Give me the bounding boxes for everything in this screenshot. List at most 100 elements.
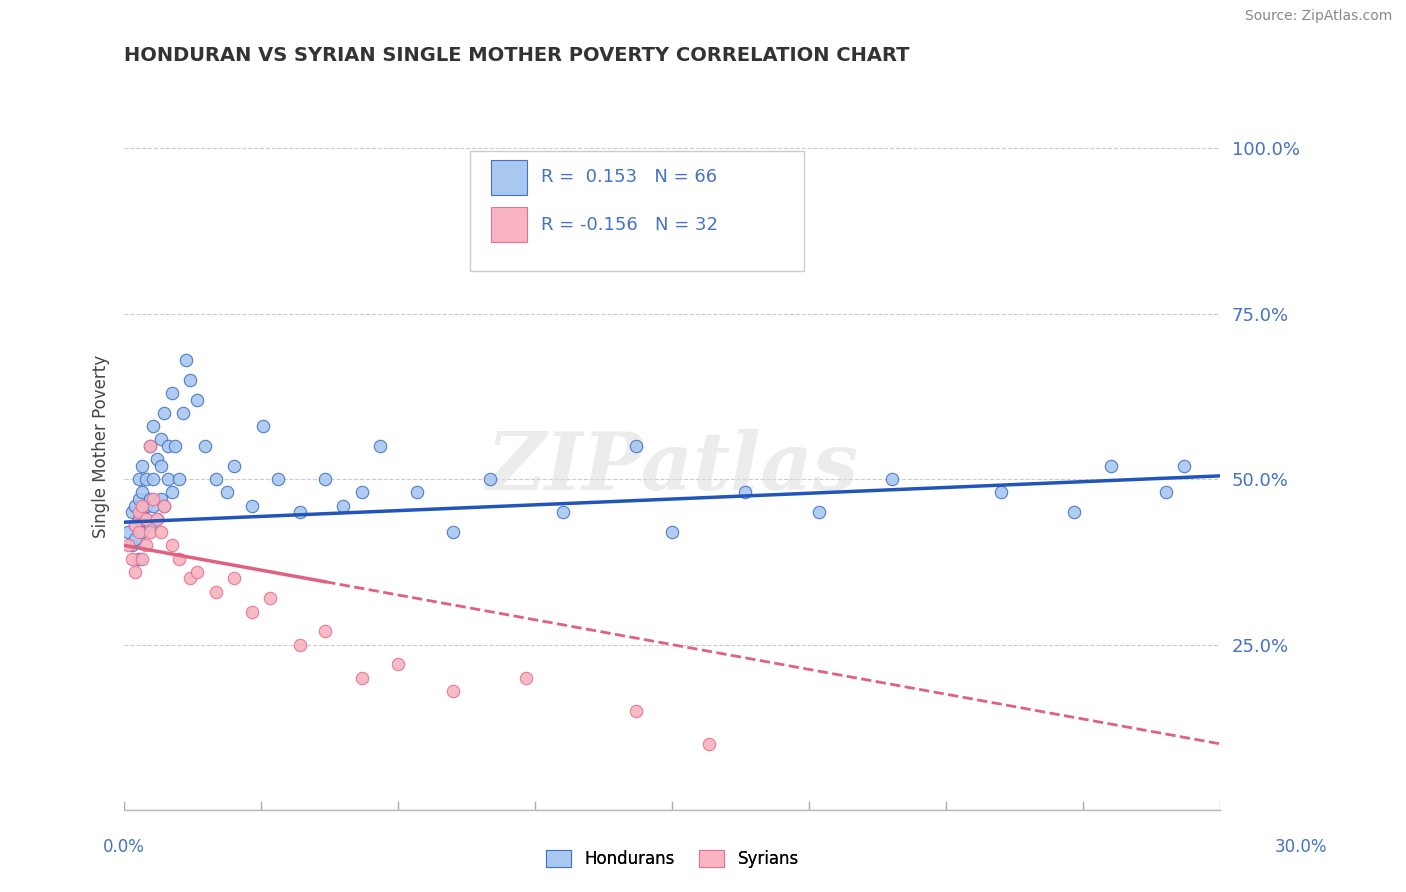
Point <box>128 525 150 540</box>
Point <box>131 551 153 566</box>
Point <box>288 505 311 519</box>
Point <box>146 512 169 526</box>
Point <box>204 584 226 599</box>
Text: Source: ZipAtlas.com: Source: ZipAtlas.com <box>1244 9 1392 23</box>
Point <box>149 525 172 540</box>
Point <box>240 499 263 513</box>
Point <box>259 591 281 606</box>
Y-axis label: Single Mother Poverty: Single Mother Poverty <box>93 354 110 538</box>
Point <box>124 532 146 546</box>
Point <box>176 353 198 368</box>
Point <box>441 684 464 698</box>
Point <box>160 485 183 500</box>
Legend: Hondurans, Syrians: Hondurans, Syrians <box>538 843 806 874</box>
Point <box>139 491 162 506</box>
Point <box>167 472 190 486</box>
Point <box>252 419 274 434</box>
Point <box>186 392 208 407</box>
Point <box>142 419 165 434</box>
Point <box>121 551 143 566</box>
Point <box>624 704 647 718</box>
Point <box>128 505 150 519</box>
Point <box>350 485 373 500</box>
Point <box>128 472 150 486</box>
Point <box>1063 505 1085 519</box>
FancyBboxPatch shape <box>470 152 804 271</box>
Point <box>350 671 373 685</box>
Point <box>153 499 176 513</box>
Point <box>515 671 537 685</box>
Point <box>179 373 201 387</box>
Point <box>314 624 336 639</box>
Point <box>124 565 146 579</box>
Point <box>135 512 157 526</box>
Point <box>139 525 162 540</box>
Point <box>139 439 162 453</box>
Point <box>131 458 153 473</box>
Point <box>135 538 157 552</box>
Point <box>153 406 176 420</box>
Text: R =  0.153   N = 66: R = 0.153 N = 66 <box>541 168 717 186</box>
Point <box>124 499 146 513</box>
Point <box>194 439 217 453</box>
Point <box>222 571 245 585</box>
Point <box>131 505 153 519</box>
Point <box>131 499 153 513</box>
Point <box>160 538 183 552</box>
Point <box>128 551 150 566</box>
Point <box>222 458 245 473</box>
Point <box>131 525 153 540</box>
Point <box>142 499 165 513</box>
Point <box>880 472 903 486</box>
Point <box>179 571 201 585</box>
Point <box>139 518 162 533</box>
Point <box>368 439 391 453</box>
Point <box>807 505 830 519</box>
Text: ZIPatlas: ZIPatlas <box>486 429 859 507</box>
Point <box>135 499 157 513</box>
Point <box>124 518 146 533</box>
Point <box>121 505 143 519</box>
Point <box>142 491 165 506</box>
Point <box>240 605 263 619</box>
Point <box>624 439 647 453</box>
Point <box>441 525 464 540</box>
Point <box>128 491 150 506</box>
Point <box>160 386 183 401</box>
Point <box>405 485 427 500</box>
Point <box>172 406 194 420</box>
Point <box>124 518 146 533</box>
Text: HONDURAN VS SYRIAN SINGLE MOTHER POVERTY CORRELATION CHART: HONDURAN VS SYRIAN SINGLE MOTHER POVERTY… <box>124 46 910 65</box>
Point <box>149 458 172 473</box>
FancyBboxPatch shape <box>492 207 527 243</box>
Point <box>157 472 180 486</box>
Point <box>186 565 208 579</box>
Point <box>1173 458 1195 473</box>
Point <box>146 512 169 526</box>
Point <box>332 499 354 513</box>
Point <box>117 538 139 552</box>
Text: 30.0%: 30.0% <box>1274 838 1327 855</box>
Point <box>128 512 150 526</box>
Point <box>135 472 157 486</box>
Point <box>267 472 290 486</box>
Point <box>165 439 187 453</box>
FancyBboxPatch shape <box>492 160 527 194</box>
Text: R = -0.156   N = 32: R = -0.156 N = 32 <box>541 216 718 234</box>
Point <box>131 485 153 500</box>
Point <box>121 538 143 552</box>
Text: 0.0%: 0.0% <box>103 838 145 855</box>
Point <box>288 638 311 652</box>
Point <box>661 525 683 540</box>
Point <box>157 439 180 453</box>
Point <box>478 472 501 486</box>
Point <box>142 472 165 486</box>
Point <box>135 512 157 526</box>
Point <box>204 472 226 486</box>
Point <box>314 472 336 486</box>
Point <box>387 657 409 672</box>
Point <box>697 737 720 751</box>
Point <box>1099 458 1122 473</box>
Point <box>1154 485 1177 500</box>
Point <box>149 433 172 447</box>
